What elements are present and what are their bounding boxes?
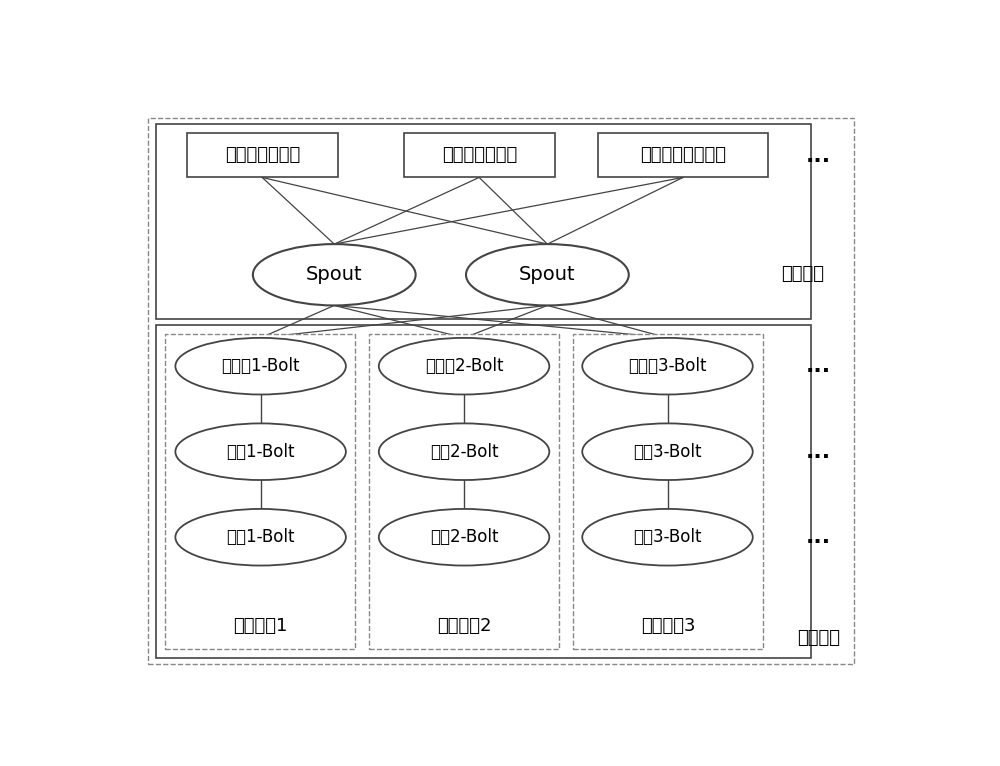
Ellipse shape (582, 424, 753, 480)
Text: 特征量2-Bolt: 特征量2-Bolt (425, 357, 503, 375)
Bar (165, 334, 355, 650)
Ellipse shape (253, 244, 416, 306)
Bar (369, 334, 559, 650)
Text: ...: ... (806, 356, 831, 376)
Text: 特征量1-Bolt: 特征量1-Bolt (221, 357, 300, 375)
Ellipse shape (175, 424, 346, 480)
Text: 定位技术1: 定位技术1 (233, 617, 287, 635)
Text: 判据2-Bolt: 判据2-Bolt (430, 443, 498, 460)
Ellipse shape (175, 338, 346, 394)
Bar (187, 133, 338, 178)
Ellipse shape (379, 424, 549, 480)
Bar (156, 124, 811, 319)
Text: 判据1-Bolt: 判据1-Bolt (226, 443, 295, 460)
Text: 用电信息采集系统: 用电信息采集系统 (640, 146, 726, 165)
Text: ...: ... (806, 527, 831, 547)
Text: 特征量3-Bolt: 特征量3-Bolt (628, 357, 707, 375)
Text: 并行计算: 并行计算 (797, 629, 840, 647)
Text: 评价1-Bolt: 评价1-Bolt (226, 529, 295, 546)
Text: Spout: Spout (306, 265, 363, 284)
Text: 判据3-Bolt: 判据3-Bolt (633, 443, 702, 460)
Text: 定位技术3: 定位技术3 (641, 617, 695, 635)
Bar (573, 334, 763, 650)
Text: ...: ... (806, 146, 831, 165)
Ellipse shape (175, 509, 346, 565)
Ellipse shape (379, 509, 549, 565)
Ellipse shape (466, 244, 629, 306)
Ellipse shape (582, 338, 753, 394)
Text: Spout: Spout (519, 265, 576, 284)
Text: 调度自动化系统: 调度自动化系统 (225, 146, 300, 165)
Ellipse shape (379, 338, 549, 394)
Text: ...: ... (806, 442, 831, 462)
Text: 评价2-Bolt: 评价2-Bolt (430, 529, 498, 546)
Text: 定位技术2: 定位技术2 (437, 617, 491, 635)
Text: 配电自动化系统: 配电自动化系统 (442, 146, 517, 165)
Bar (598, 133, 768, 178)
Bar (156, 325, 811, 658)
Bar (404, 133, 555, 178)
Text: 评价3-Bolt: 评价3-Bolt (633, 529, 702, 546)
Ellipse shape (582, 509, 753, 565)
Text: 数据接入: 数据接入 (782, 264, 825, 283)
